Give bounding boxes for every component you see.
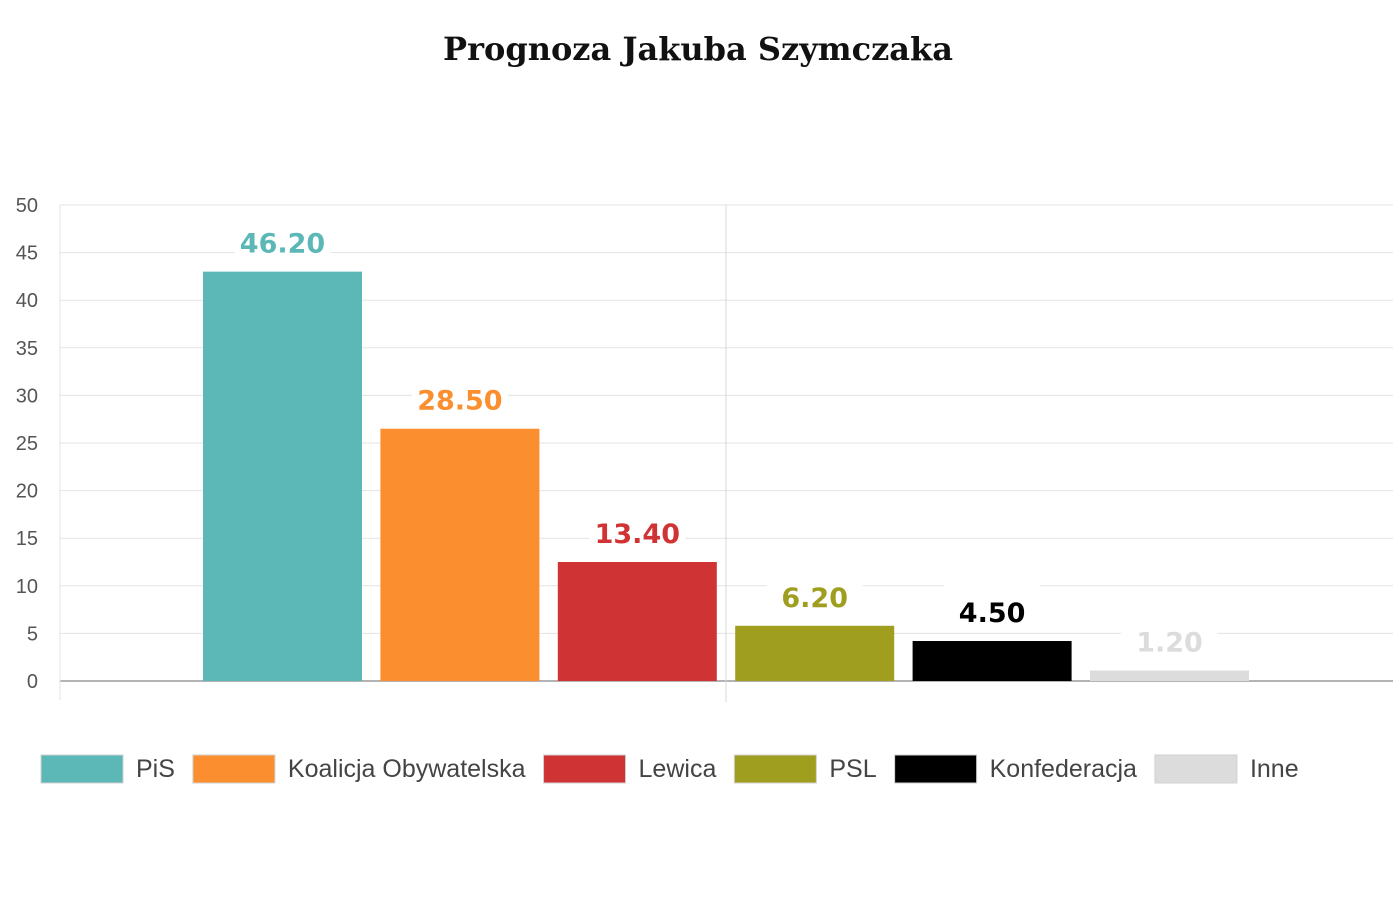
legend-label-6: Inne: [1250, 755, 1299, 783]
y-tick-label: 45: [16, 243, 38, 265]
data-label-bg: [589, 505, 686, 549]
legend-swatch-2: [192, 754, 276, 784]
legend-label-3: Lewica: [639, 755, 717, 783]
legend-swatch-1: [40, 754, 124, 784]
data-label-bg: [411, 371, 508, 416]
y-tick-label: 5: [27, 623, 38, 645]
legend-swatch-6: [1154, 754, 1238, 784]
y-tick-label: 10: [16, 576, 38, 598]
bar-2: [380, 428, 540, 681]
bars: [203, 271, 1249, 681]
data-label-5: 4.50: [959, 598, 1026, 629]
y-tick-label: 30: [16, 385, 38, 407]
y-tick-label: 35: [16, 338, 38, 360]
y-tick-label: 25: [16, 433, 38, 455]
legend-label-4: PSL: [829, 755, 876, 783]
legend-label-2: Koalicja Obywatelska: [288, 755, 526, 783]
data-label-bg: [1121, 613, 1218, 658]
data-label-2: 28.50: [417, 386, 502, 417]
y-axis-ticks: 0 5 10 15 20 25 30 35 40 45 50: [16, 195, 38, 693]
legend-swatch-4: [733, 754, 817, 784]
y-tick-label: 0: [27, 671, 38, 693]
data-label-4: 6.20: [781, 583, 848, 614]
y-tick-label: 40: [16, 290, 38, 312]
legend: PiS Koalicja Obywatelska Lewica PSL Konfeder…: [40, 754, 1299, 784]
bar-1: [203, 271, 362, 681]
data-label-3: 13.40: [595, 519, 680, 550]
bar-4: [735, 625, 895, 681]
legend-swatch-3: [543, 754, 627, 784]
y-tick-label: 15: [16, 528, 38, 550]
legend-swatch-5: [894, 754, 978, 784]
bar-3: [557, 562, 717, 681]
data-label-6: 1.20: [1136, 628, 1203, 659]
legend-label-5: Konfederacja: [990, 755, 1137, 783]
legend-label-1: PiS: [136, 755, 175, 783]
bar-6: [1090, 670, 1249, 681]
bar-5: [912, 641, 1072, 681]
y-tick-label: 20: [16, 481, 38, 503]
data-label-1: 46.20: [240, 229, 325, 260]
data-label-bg: [234, 214, 331, 259]
y-tick-label: 50: [16, 195, 38, 217]
data-labels: 46.20 28.50 13.40 6.20 4.50 1.20: [234, 214, 1218, 659]
chart-title: Prognoza Jakuba Szymczaka: [443, 30, 953, 68]
data-label-bg: [944, 584, 1041, 629]
data-label-bg: [766, 568, 863, 613]
